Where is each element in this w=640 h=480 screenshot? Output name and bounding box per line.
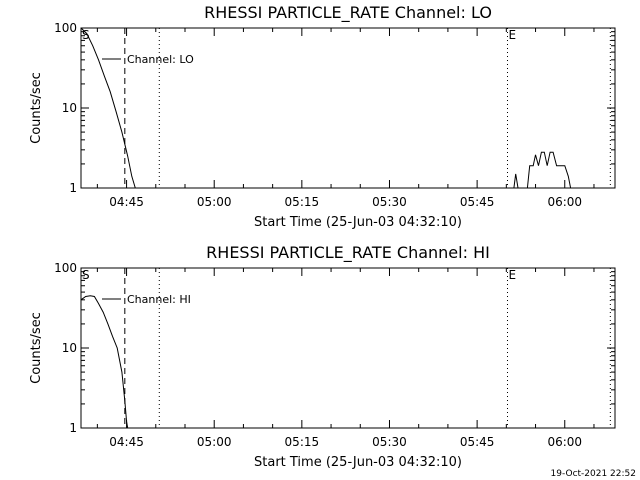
x-axis-title-hi: Start Time (25-Jun-03 04:32:10)	[254, 455, 462, 470]
x-tick-label-lo-1: 05:00	[197, 195, 232, 209]
y-tick-label-lo-2: 100	[54, 21, 77, 35]
x-tick-label-lo-5: 06:00	[547, 195, 582, 209]
series-line-lo-1	[513, 151, 572, 189]
plot-frame-hi	[80, 267, 616, 429]
x-tick-label-lo-4: 05:45	[460, 195, 495, 209]
x-tick-label-hi-4: 05:45	[460, 435, 495, 449]
chart-title-lo: RHESSI PARTICLE_RATE Channel: LO	[204, 3, 492, 23]
x-tick-label-lo-0: 04:45	[109, 195, 144, 209]
x-tick-label-lo-2: 05:15	[285, 195, 320, 209]
y-tick-label-hi-0: 1	[69, 421, 77, 435]
x-tick-label-hi-5: 06:00	[547, 435, 582, 449]
marker-label-lo-0: S	[82, 28, 90, 42]
marker-label-hi-0: S	[82, 268, 90, 282]
panel-lo: RHESSI PARTICLE_RATE Channel: LO 1 10 100 04…	[29, 3, 616, 230]
x-tick-label-hi-3: 05:30	[372, 435, 407, 449]
legend-label-hi: Channel: HI	[127, 293, 191, 306]
series-line-lo-0	[80, 27, 136, 189]
x-tick-label-hi-2: 05:15	[285, 435, 320, 449]
y-axis-title-hi: Counts/sec	[29, 312, 44, 384]
y-tick-label-lo-1: 10	[62, 101, 77, 115]
x-tick-label-lo-3: 05:30	[372, 195, 407, 209]
marker-label-lo-3: E	[508, 28, 516, 42]
legend-label-lo: Channel: LO	[127, 53, 194, 66]
series-line-hi-0	[80, 295, 129, 429]
marker-label-hi-3: E	[508, 268, 516, 282]
panel-hi: RHESSI PARTICLE_RATE Channel: HI 1 10 100 04…	[29, 243, 616, 470]
y-tick-label-hi-1: 10	[62, 341, 77, 355]
chart-title-hi: RHESSI PARTICLE_RATE Channel: HI	[206, 243, 490, 263]
x-tick-label-hi-1: 05:00	[197, 435, 232, 449]
y-tick-label-hi-2: 100	[54, 261, 77, 275]
x-axis-title-lo: Start Time (25-Jun-03 04:32:10)	[254, 215, 462, 230]
y-axis-title-lo: Counts/sec	[29, 72, 44, 144]
plot-frame-lo	[80, 27, 616, 189]
y-tick-label-lo-0: 1	[69, 181, 77, 195]
x-tick-label-hi-0: 04:45	[109, 435, 144, 449]
timestamp-footer: 19-Oct-2021 22:52	[551, 469, 636, 479]
